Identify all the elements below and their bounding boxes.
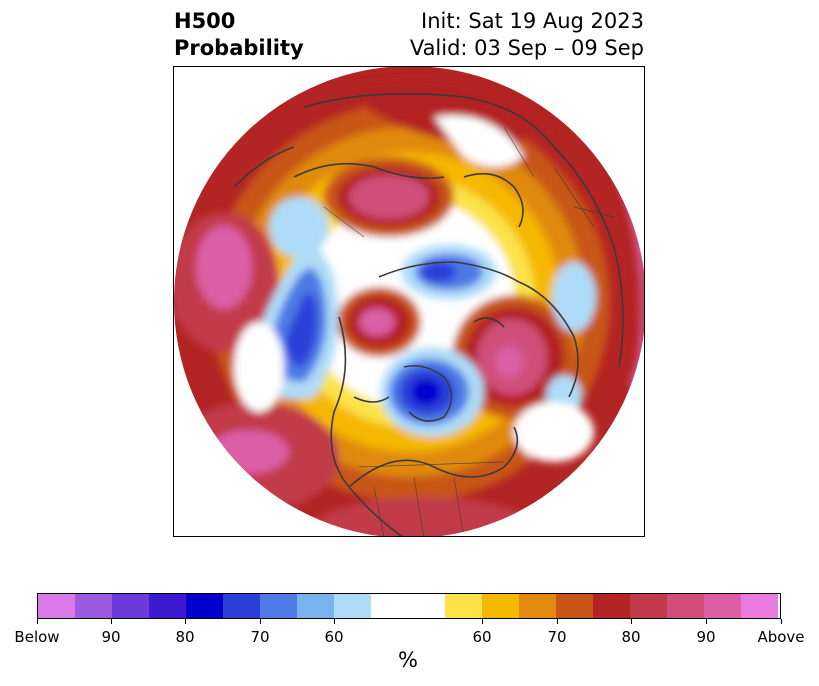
- colorbar-segment: [297, 594, 334, 618]
- colorbar-segment: [741, 594, 778, 618]
- init-date: Init: Sat 19 Aug 2023: [421, 9, 644, 33]
- probability-field: [174, 67, 644, 536]
- colorbar: [37, 593, 781, 619]
- colorbar-unit: %: [398, 648, 418, 672]
- colorbar-tick-mark: [185, 619, 186, 624]
- colorbar-tick-mark: [482, 619, 483, 624]
- coastlines: [233, 92, 624, 536]
- colorbar-segment: [112, 594, 149, 618]
- colorbar-segment: [630, 594, 667, 618]
- title-field: Probability: [174, 36, 304, 60]
- title-left: H500 Probability: [174, 8, 304, 62]
- colorbar-tick-label: 60: [472, 628, 492, 646]
- borders: [323, 126, 615, 536]
- map-panel: [173, 66, 645, 537]
- colorbar-segment: [260, 594, 297, 618]
- colorbar-segment: [186, 594, 223, 618]
- colorbar-segment: [704, 594, 741, 618]
- valid-range: Valid: 03 Sep – 09 Sep: [409, 36, 644, 60]
- colorbar-segment: [519, 594, 556, 618]
- colorbar-tick-label: 70: [250, 628, 270, 646]
- colorbar-tick-label: 80: [621, 628, 641, 646]
- colorbar-segment: [149, 594, 186, 618]
- colorbar-tick-mark: [631, 619, 632, 624]
- colorbar-segment: [556, 594, 593, 618]
- colorbar-segment: [445, 594, 482, 618]
- colorbar-segment: [334, 594, 371, 618]
- colorbar-tick-mark: [557, 619, 558, 624]
- colorbar-tick-label: 90: [101, 628, 121, 646]
- colorbar-tick-mark: [706, 619, 707, 624]
- colorbar-segment: [371, 594, 408, 618]
- colorbar-tick-mark: [260, 619, 261, 624]
- colorbar-segment: [75, 594, 112, 618]
- colorbar-tick-label: Above: [757, 628, 805, 646]
- probability-map: [174, 67, 644, 536]
- colorbar-tick-label: 90: [696, 628, 716, 646]
- colorbar-tick-label: 70: [547, 628, 567, 646]
- colorbar-segment: [38, 594, 75, 618]
- colorbar-tick-mark: [781, 619, 782, 624]
- colorbar-segment: [223, 594, 260, 618]
- colorbar-tick-mark: [37, 619, 38, 624]
- colorbar-tick-label: 60: [324, 628, 344, 646]
- title-right: Init: Sat 19 Aug 2023 Valid: 03 Sep – 09…: [410, 8, 644, 62]
- colorbar-tick-mark: [111, 619, 112, 624]
- colorbar-segment: [482, 594, 519, 618]
- colorbar-tick-label: Below: [14, 628, 60, 646]
- colorbar-tick-mark: [334, 619, 335, 624]
- colorbar-segment: [408, 594, 445, 618]
- title-variable: H500: [174, 9, 236, 33]
- colorbar-tick-label: 80: [175, 628, 195, 646]
- colorbar-segment: [667, 594, 704, 618]
- colorbar-segment: [593, 594, 630, 618]
